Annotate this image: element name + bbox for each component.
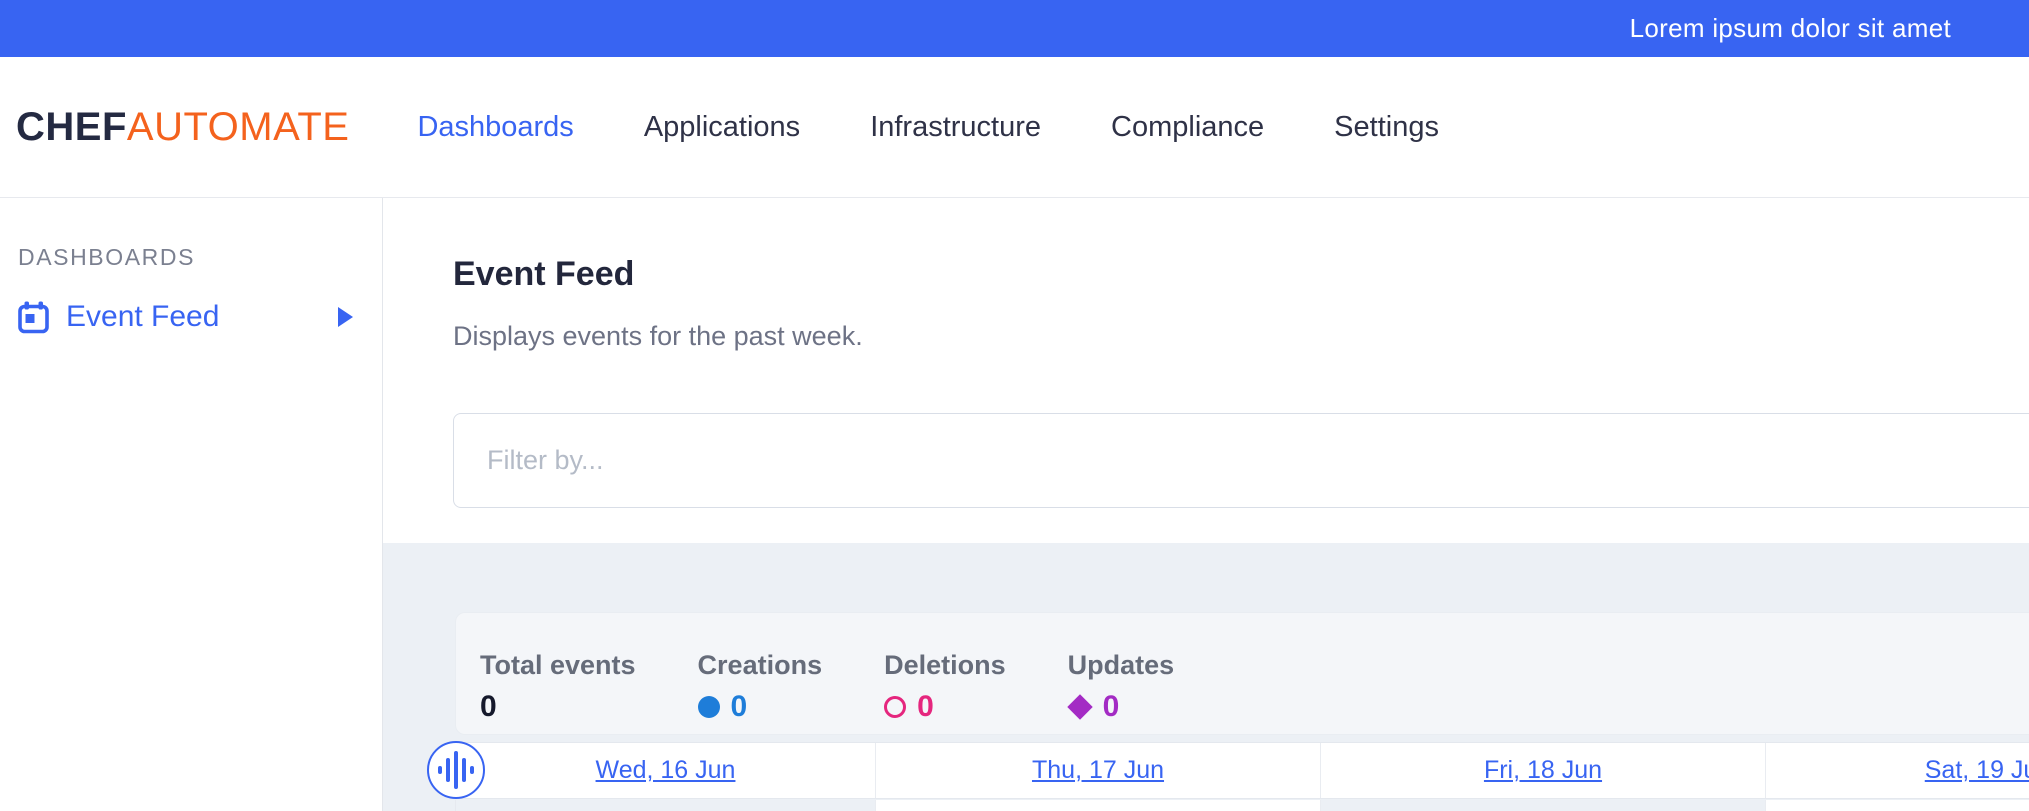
stat-deletions: Deletions 0 [884, 650, 1006, 734]
top-banner: Lorem ipsum dolor sit amet [0, 0, 2029, 57]
waveform-icon [438, 766, 442, 774]
banner-message: Lorem ipsum dolor sit amet [1629, 13, 1951, 43]
sidebar-item-label: Event Feed [66, 300, 220, 333]
day-column-fri: Fri, 18 Jun [1320, 743, 1765, 798]
day-link[interactable]: Wed, 16 Jun [595, 756, 736, 784]
stats-card: Total events 0 Creations 0 Deletions [455, 612, 2029, 735]
day-strip-col [455, 800, 875, 811]
stat-label: Creations [697, 650, 823, 680]
creations-dot-icon [697, 696, 720, 718]
stat-total-events: Total events 0 [480, 650, 636, 734]
waveform-button[interactable] [427, 741, 485, 799]
nav-item-infrastructure[interactable]: Infrastructure [870, 110, 1042, 143]
nav-item-applications[interactable]: Applications [643, 110, 801, 143]
chef-automate-logo[interactable]: CHEFAUTOMATE [16, 105, 349, 150]
content-area: DASHBOARDS Event Feed Event Feed Display… [0, 198, 2029, 811]
events-band: Total events 0 Creations 0 Deletions [383, 543, 2029, 811]
app-header: CHEFAUTOMATE Dashboards Applications Inf… [0, 57, 2029, 198]
day-link[interactable]: Thu, 17 Jun [1031, 756, 1165, 784]
stat-label: Total events [480, 650, 636, 680]
day-strip [455, 800, 2029, 811]
nav-item-compliance[interactable]: Compliance [1111, 110, 1265, 143]
logo-chef: CHEF [16, 104, 127, 149]
calendar-icon [18, 301, 49, 333]
page-subtitle: Displays events for the past week. [453, 321, 863, 351]
day-column-sat: Sat, 19 Jun [1765, 743, 2029, 798]
stat-value: 0 [730, 690, 748, 723]
event-feed-page: Event Feed Displays events for the past … [383, 198, 2029, 811]
stat-label: Updates [1067, 650, 1175, 680]
sidebar-item-event-feed[interactable]: Event Feed [0, 300, 382, 334]
main-nav: Dashboards Applications Infrastructure C… [417, 111, 1439, 144]
day-column-wed: Wed, 16 Jun [455, 743, 875, 798]
day-link[interactable]: Sat, 19 Jun [1924, 756, 2029, 784]
day-strip-col [875, 800, 1320, 811]
day-column-thu: Thu, 17 Jun [875, 743, 1320, 798]
stat-creations: Creations 0 [697, 650, 823, 734]
stat-label: Deletions [884, 650, 1006, 680]
stat-updates: Updates 0 [1066, 650, 1175, 734]
stat-value: 0 [917, 690, 934, 723]
filter-input[interactable] [453, 413, 2029, 508]
timeline-header: Wed, 16 Jun Thu, 17 Jun Fri, 18 Jun Sat,… [455, 742, 2029, 799]
page-title: Event Feed [453, 255, 635, 293]
chevron-right-icon[interactable] [338, 307, 353, 327]
day-strip-col [1320, 800, 1765, 811]
deletions-ring-icon [884, 696, 907, 718]
day-strip-col [1765, 800, 2029, 811]
page-head: Event Feed Displays events for the past … [383, 198, 2029, 352]
sidebar: DASHBOARDS Event Feed [0, 198, 383, 811]
logo-automate: AUTOMATE [126, 104, 350, 149]
stat-value: 0 [480, 690, 497, 723]
updates-diamond-icon [1066, 694, 1093, 720]
nav-item-settings[interactable]: Settings [1334, 110, 1439, 143]
sidebar-section-label: DASHBOARDS [18, 244, 196, 270]
stat-value: 0 [1102, 690, 1120, 723]
day-link[interactable]: Fri, 18 Jun [1483, 756, 1603, 784]
nav-item-dashboards[interactable]: Dashboards [417, 110, 574, 143]
